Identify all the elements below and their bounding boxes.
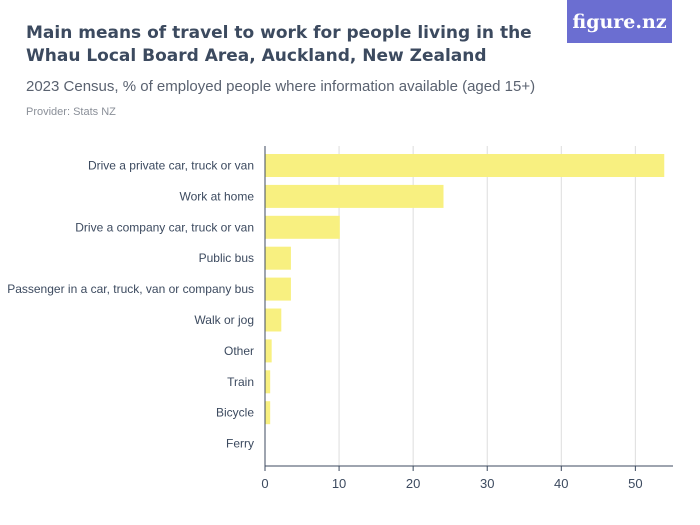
category-label-2: Drive a company car, truck or van bbox=[75, 220, 254, 234]
bar-2 bbox=[265, 215, 340, 239]
x-tick-label-5: 50 bbox=[628, 476, 642, 491]
x-tick-label-2: 20 bbox=[406, 476, 420, 491]
category-label-0: Drive a private car, truck or van bbox=[88, 159, 254, 173]
x-tick-label-4: 40 bbox=[554, 476, 568, 491]
bar-6 bbox=[265, 339, 272, 363]
provider-label: Provider: Stats NZ bbox=[26, 106, 116, 118]
x-tick-label-1: 10 bbox=[332, 476, 346, 491]
category-label-4: Passenger in a car, truck, van or compan… bbox=[7, 282, 254, 296]
category-label-7: Train bbox=[227, 375, 254, 389]
chart-title: Main means of travel to work for people … bbox=[26, 23, 532, 66]
category-label-5: Walk or jog bbox=[194, 313, 254, 327]
x-tick-label-3: 30 bbox=[480, 476, 494, 491]
bar-1 bbox=[265, 184, 444, 208]
bar-3 bbox=[265, 246, 291, 270]
bar-5 bbox=[265, 308, 282, 332]
bar-0 bbox=[265, 154, 665, 177]
category-label-3: Public bus bbox=[199, 251, 254, 265]
category-label-1: Work at home bbox=[180, 189, 255, 203]
chart-subtitle: 2023 Census, % of employed people where … bbox=[26, 78, 536, 95]
category-label-8: Bicycle bbox=[216, 406, 254, 420]
category-label-6: Other bbox=[224, 344, 254, 358]
bar-4 bbox=[265, 277, 291, 301]
category-label-9: Ferry bbox=[226, 437, 254, 451]
x-tick-label-0: 0 bbox=[261, 476, 268, 491]
bar-7 bbox=[265, 370, 271, 394]
figure-nz-logo[interactable]: figure.nz bbox=[567, 0, 672, 43]
bar-8 bbox=[265, 401, 271, 425]
